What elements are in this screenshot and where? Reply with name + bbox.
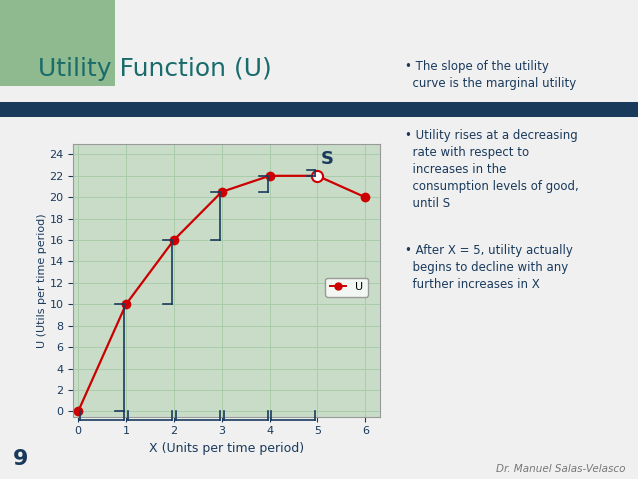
Text: S: S: [321, 150, 334, 168]
Y-axis label: U (Utils per time period): U (Utils per time period): [36, 213, 47, 348]
Text: Utility Function (U): Utility Function (U): [38, 57, 272, 81]
X-axis label: X (Units per time period): X (Units per time period): [149, 442, 304, 455]
Text: • The slope of the utility
  curve is the marginal utility: • The slope of the utility curve is the …: [405, 60, 576, 90]
Text: • Utility rises at a decreasing
  rate with respect to
  increases in the
  cons: • Utility rises at a decreasing rate wit…: [405, 129, 579, 210]
Text: 9: 9: [13, 449, 28, 469]
Text: Dr. Manuel Salas-Velasco: Dr. Manuel Salas-Velasco: [496, 464, 625, 474]
Legend: U: U: [325, 278, 368, 297]
Text: • After X = 5, utility actually
  begins to decline with any
  further increases: • After X = 5, utility actually begins t…: [405, 244, 573, 291]
